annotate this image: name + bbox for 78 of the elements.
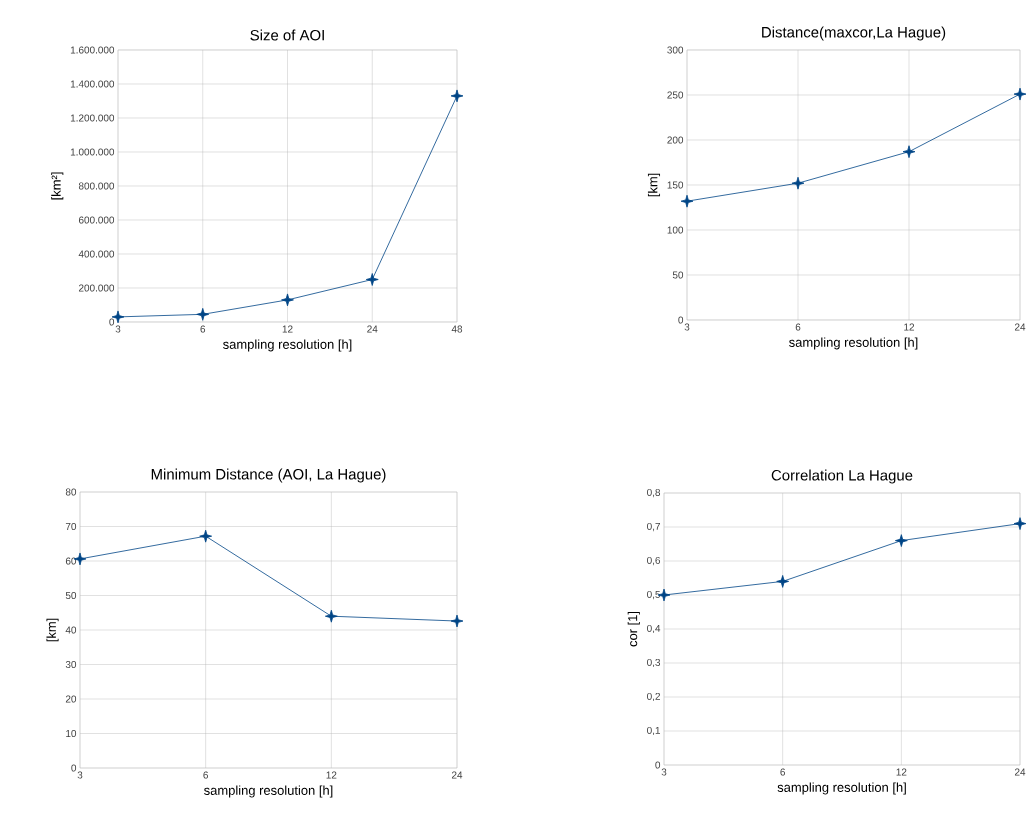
chart-title: Correlation La Hague — [771, 469, 913, 484]
chart-title: Minimum Distance (AOI, La Hague) — [151, 468, 386, 483]
y-tick-label: 1.400.000 — [70, 80, 115, 88]
x-tick-label: 12 — [326, 771, 337, 779]
point — [281, 293, 294, 307]
y-tick-label: 80 — [65, 488, 77, 496]
x-axis-title: sampling resolution [h] — [789, 337, 918, 350]
y-tick-label: 600.000 — [78, 216, 115, 224]
y-tick-label: 0,2 — [647, 692, 660, 702]
y-tick-label: 250 — [667, 91, 684, 99]
x-tick-label: 12 — [904, 323, 915, 331]
y-tick-label: 1.600.000 — [70, 46, 115, 54]
y-tick-label: 0 — [109, 318, 115, 326]
point — [324, 609, 338, 623]
y-tick-label: 50 — [65, 591, 77, 600]
y-axis-title: cor [1] — [627, 611, 640, 647]
x-axis-title: sampling resolution [h] — [204, 785, 333, 798]
x-tick-label: 12 — [282, 325, 293, 333]
point — [450, 89, 464, 103]
y-tick-label: 70 — [65, 522, 77, 531]
point — [894, 534, 908, 547]
x-tick-label: 3 — [661, 768, 667, 776]
x-tick-label: 48 — [451, 325, 463, 333]
x-tick-label: 6 — [203, 771, 209, 779]
y-tick-label: 200 — [667, 136, 684, 144]
y-tick-label: 0,3 — [647, 658, 661, 668]
x-tick-label: 6 — [780, 768, 786, 776]
point — [199, 529, 213, 543]
point — [365, 273, 379, 286]
y-tick-label: 300 — [667, 46, 684, 54]
y-tick-label: 0,6 — [647, 556, 661, 566]
x-tick-label: 24 — [1014, 768, 1026, 776]
y-tick-label: 60 — [65, 557, 77, 565]
y-tick-label: 0,7 — [647, 522, 660, 532]
y-tick-label: 150 — [667, 181, 684, 189]
point — [1013, 87, 1027, 101]
y-tick-label: 0 — [678, 316, 684, 324]
y-axis-title: [km] — [46, 618, 59, 642]
y-tick-label: 0 — [71, 764, 77, 772]
x-axis-title: sampling resolution [h] — [777, 782, 906, 795]
x-tick-label: 12 — [896, 768, 907, 776]
y-tick-label: 200.000 — [78, 284, 115, 292]
y-tick-label: 400.000 — [78, 250, 115, 258]
point — [791, 176, 805, 190]
y-tick-label: 0 — [655, 761, 661, 769]
x-tick-label: 24 — [451, 771, 463, 779]
y-tick-label: 0,1 — [647, 726, 661, 736]
x-tick-label: 24 — [367, 325, 378, 333]
y-tick-label: 1.000.000 — [70, 148, 115, 156]
y-tick-label: 0,4 — [647, 624, 661, 634]
y-tick-label: 30 — [65, 660, 77, 669]
x-tick-label: 24 — [1014, 323, 1026, 331]
point — [680, 194, 694, 208]
y-tick-label: 20 — [65, 695, 77, 703]
y-tick-label: 800.000 — [78, 182, 115, 190]
y-tick-label: 10 — [66, 729, 77, 738]
point — [450, 614, 464, 628]
y-axis-title: [km²] — [51, 172, 64, 200]
x-tick-label: 6 — [795, 323, 801, 331]
x-tick-label: 3 — [77, 771, 83, 779]
chart-title: Size of AOI — [250, 29, 324, 41]
x-axis-title: sampling resolution [h] — [223, 339, 352, 352]
y-tick-label: 40 — [65, 626, 77, 634]
point — [776, 575, 790, 588]
point — [111, 310, 125, 324]
x-tick-label: 3 — [684, 323, 690, 331]
x-tick-label: 6 — [200, 325, 206, 333]
x-tick-label: 3 — [115, 325, 121, 333]
y-tick-label: 100 — [667, 226, 684, 234]
y-axis-title: [km] — [647, 173, 661, 197]
point — [1013, 517, 1027, 530]
y-tick-label: 0,5 — [647, 590, 661, 600]
point — [902, 145, 916, 159]
y-tick-label: 50 — [672, 271, 684, 279]
chart-title: Distance(maxcor,La Hague) — [762, 26, 946, 41]
y-tick-label: 1.200.000 — [70, 114, 115, 122]
point — [196, 307, 210, 321]
y-tick-label: 0,8 — [647, 488, 661, 498]
